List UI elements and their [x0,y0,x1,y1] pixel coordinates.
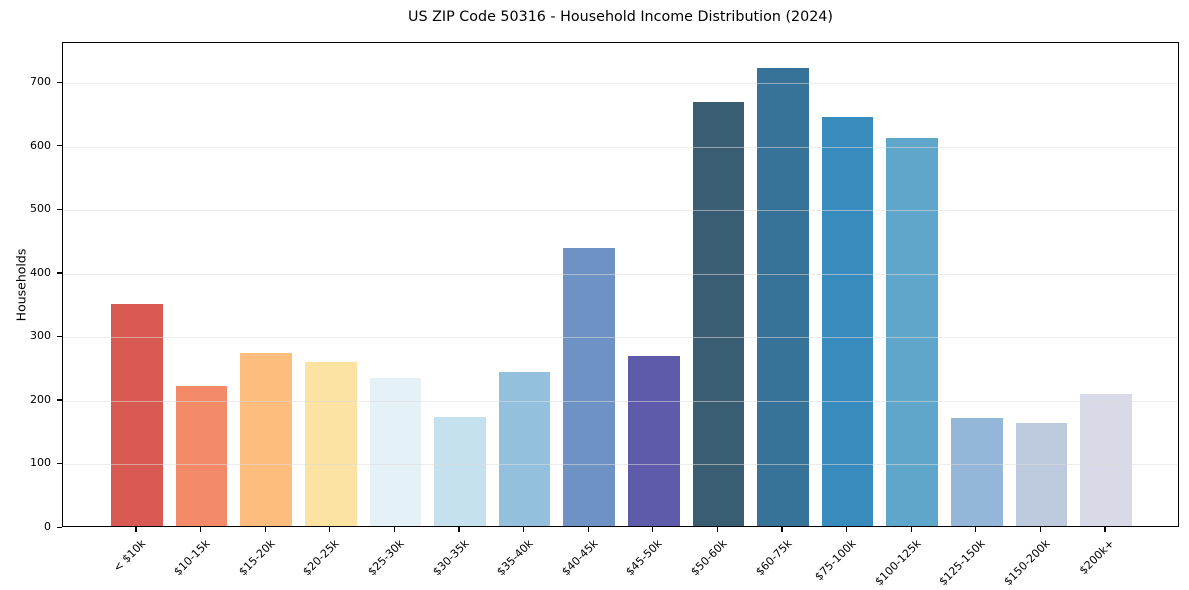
bar-$75-100k [821,117,874,526]
gridline-400 [63,273,1178,275]
y-tick-mark [57,272,62,274]
y-axis: 0 100 200 300 400 500 600 700 [0,42,62,533]
gridline-100 [63,464,1178,466]
x-tick-label: $150-200k [1001,537,1053,589]
x-tick-mark [458,527,460,532]
gridline-300 [63,337,1178,339]
y-tick-label: 200 [30,392,51,406]
x-tick-label: $200k+ [1077,537,1118,578]
x-tick-mark [264,527,266,532]
bar-< $10k [111,304,163,526]
x-tick-label: $50-60k [688,537,730,579]
x-tick-mark [393,527,396,532]
bar-$60-75k [757,67,809,526]
y-tick-label: 600 [30,138,51,152]
y-tick-label: 700 [30,75,51,89]
x-tick-mark [975,527,977,532]
x-tick-mark [522,527,525,532]
x-tick-mark [199,527,202,532]
y-tick-mark [57,208,62,210]
x-tick-mark [329,527,331,532]
bar-$20-25k [304,362,357,526]
y-tick-mark [57,335,62,338]
y-tick-label: 400 [30,265,51,279]
gridline-500 [63,210,1178,212]
x-tick-label: $125-150k [936,537,988,589]
bar-$30-35k [434,417,486,526]
gridline-600 [63,146,1178,148]
x-tick-label: $75-100k [812,537,859,584]
y-tick-mark [57,526,62,528]
bar-$25-30k [369,377,422,526]
bar-$35-40k [498,372,551,526]
bar-$15-20k [240,353,293,526]
bar-$40-45k [563,247,616,526]
x-tick-mark [652,527,654,532]
gridline-200 [63,400,1178,402]
y-tick-mark [57,399,62,401]
y-tick-label: 100 [30,456,51,470]
x-axis: < $10k $10-15k $15-20k $20-25k $25-30k $30-35… [62,527,1179,590]
bar-$125-150k [950,417,1003,526]
bar-$45-50k [627,355,680,526]
x-tick-label: $25-30k [365,537,407,579]
chart-title: US ZIP Code 50316 - Household Income Dis… [408,9,833,25]
x-tick-label: $15-20k [236,537,278,579]
x-tick-label: $60-75k [752,537,795,579]
y-tick-label: 300 [30,329,51,343]
gridline-700 [63,83,1178,85]
bar-$200k+ [1080,394,1132,526]
y-tick-label: 500 [30,202,51,216]
x-tick-label: $10-15k [171,537,213,579]
x-tick-label: $100-125k [872,537,924,589]
x-tick-mark [1104,527,1106,532]
x-tick-mark [587,527,589,532]
bar-$10-15k [175,385,228,526]
x-tick-mark [781,527,783,532]
bar-$150-200k [1015,423,1068,526]
y-tick-mark [57,81,62,83]
x-tick-mark [1039,527,1042,532]
x-tick-label: $45-50k [623,537,665,579]
plot-area [62,42,1179,527]
x-tick-mark [135,527,137,532]
x-tick-label: $30-35k [429,537,472,579]
y-tick-mark [57,462,62,465]
x-tick-mark [716,527,719,532]
x-tick-mark [910,527,912,532]
x-tick-mark [845,527,848,532]
x-tick-label: $40-45k [559,537,601,579]
bar-$50-60k [692,102,745,526]
y-tick-mark [57,145,62,147]
x-tick-label: $35-40k [494,537,536,579]
y-tick-label: 0 [44,520,51,533]
x-tick-label: $20-25k [300,537,342,579]
x-tick-label: < $10k [110,537,149,575]
bar-$100-125k [886,137,939,526]
